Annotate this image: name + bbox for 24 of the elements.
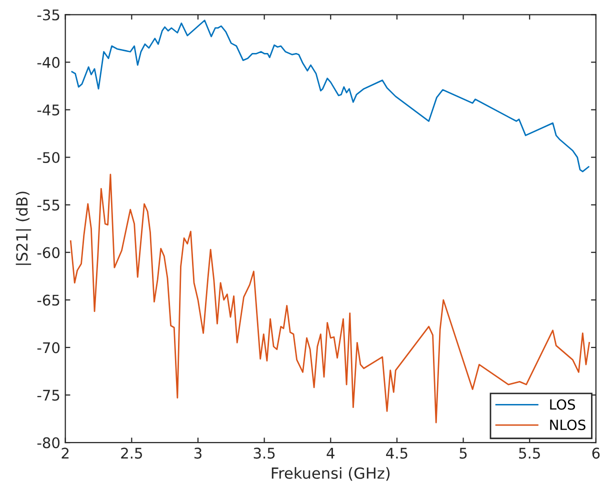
x-axis-title: Frekuensi (GHz) [272, 467, 390, 481]
y-tick-label: -60 [37, 247, 60, 258]
y-tick-label: -70 [37, 342, 60, 354]
y-tick-label: -80 [37, 437, 60, 448]
y-tick-label: -40 [37, 56, 60, 68]
x-tick-label: 2.5 [121, 448, 142, 459]
x-tick-label: 2 [62, 448, 69, 458]
x-tick-label: 5.5 [519, 448, 540, 459]
legend-label: NLOS [550, 420, 586, 430]
x-tick-label: 4 [326, 448, 334, 458]
x-tick-label: 3 [194, 448, 202, 459]
x-tick-label: 6 [592, 448, 600, 459]
legend-label: LOS [550, 399, 576, 410]
y-axis-title: |S21| (dB) [16, 192, 32, 265]
y-tick-label: -45 [37, 104, 60, 116]
y-tick-label: -65 [37, 294, 60, 306]
x-tick-label: 5 [460, 448, 467, 459]
x-tick-label: 4.5 [386, 448, 408, 459]
y-tick-label: -35 [37, 9, 60, 20]
x-tick-label: 3.5 [254, 448, 275, 459]
y-tick-label: -55 [37, 200, 60, 211]
line-series [71, 20, 590, 172]
y-tick-label: -50 [37, 152, 60, 164]
y-tick-label: -75 [37, 390, 60, 401]
